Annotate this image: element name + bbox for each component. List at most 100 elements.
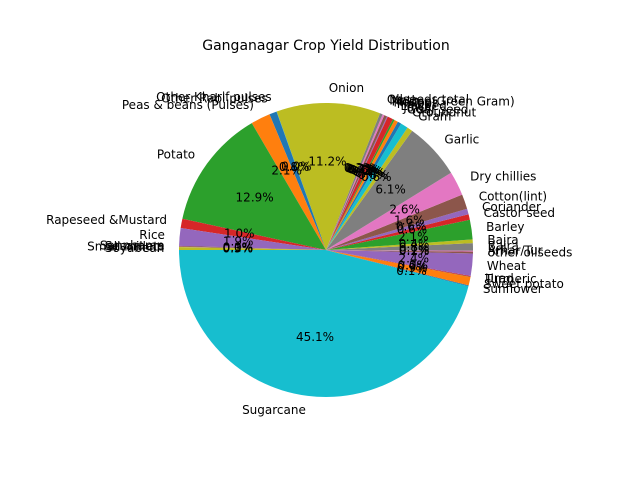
slice-other-rabi-pulses <box>269 111 326 250</box>
slice-label-guar-seed: Guar seed <box>407 102 469 116</box>
slice-label-jowar: Jowar <box>402 100 436 114</box>
slice-percent-masoor: 0.1% <box>348 162 379 176</box>
slice-turmeric <box>326 250 471 278</box>
slice-groundnut <box>326 123 408 250</box>
slice-sunflower <box>326 250 469 287</box>
slice-percent-cotton-lint: 1.6% <box>394 213 425 227</box>
slice-sugarcane <box>179 250 469 398</box>
slice-label-soyabean: Soyabean <box>105 241 164 255</box>
slice-dry-chillies <box>326 172 463 250</box>
slice-percent-moth: 0.2% <box>345 161 376 175</box>
slice-percent-other-rabi-pulses: 0.8% <box>279 160 310 174</box>
slice-label-groundnut: Groundnut <box>412 106 476 120</box>
slice-percent-jowar: 0.4% <box>353 165 384 179</box>
slice-onion <box>276 103 380 250</box>
slice-urad <box>326 250 471 277</box>
slice-soyabean <box>179 247 326 250</box>
chart-title: Ganganagar Crop Yield Distribution <box>202 38 449 54</box>
slice-percent-wheat: 2.4% <box>399 251 430 265</box>
slice-percent-bajra: 0.8% <box>399 241 430 255</box>
slice-percent-rice: 1.9% <box>223 235 254 249</box>
slice-label-other-rabi-pulses: Other Rabi pulses <box>161 92 268 106</box>
slice-label-potato: Potato <box>157 148 195 162</box>
slice-percent-garlic: 6.1% <box>375 182 406 196</box>
slice-label-gram: Gram <box>418 110 451 124</box>
slice-label-oilseeds-total: Oilseeds total <box>387 93 469 107</box>
slice-percent-sunflower: 0.1% <box>396 264 427 278</box>
slice-percent-onion: 11.2% <box>308 154 346 168</box>
slice-label-bajra: Bajra <box>487 233 518 247</box>
slice-percent-small-millets: 0.0% <box>223 241 254 255</box>
slice-label-cotton-lint: Cotton(lint) <box>479 189 547 203</box>
slice-percent-peas-beans-pulses: 2.1% <box>271 164 302 178</box>
slice-barley <box>326 219 473 250</box>
slice-label-garlic: Garlic <box>444 132 479 146</box>
slice-percent-moong-green-gram: 0.3% <box>347 162 378 176</box>
slice-label-sunflower: Sunflower <box>483 282 543 296</box>
slice-label-coriander: Coriander <box>482 200 541 214</box>
slice-coriander <box>326 208 469 250</box>
slice-label-wheat: Wheat <box>487 259 526 273</box>
slice-label-urad: Urad <box>485 272 514 286</box>
slice-sesamum <box>179 246 326 250</box>
slice-label-other-oilseeds: other oilseeds <box>488 245 573 259</box>
pie-slices <box>179 103 473 398</box>
slice-garlic <box>326 130 452 250</box>
slice-percent-turmeric: 0.0% <box>397 259 428 273</box>
slice-moth <box>326 114 385 250</box>
slice-guar-seed <box>326 121 402 251</box>
slice-label-sugarcane: Sugarcane <box>242 403 306 417</box>
slice-percent-coriander: 0.6% <box>396 219 427 233</box>
slice-percent-arhar-tur: 0.1% <box>399 243 430 257</box>
slice-percent-rapeseed-mustard: 1.0% <box>224 227 255 241</box>
slice-label-small-millets: Small millets <box>87 239 164 253</box>
slice-percent-guar-seed: 0.4% <box>355 166 386 180</box>
slice-bajra <box>326 239 473 250</box>
slice-rapeseed-mustard <box>180 218 326 250</box>
slice-percent-other-oilseeds: 0.2% <box>399 244 430 258</box>
slice-gram <box>326 127 413 250</box>
slice-label-barley: Barley <box>486 220 524 234</box>
slice-percent-sannhamp: 0.1% <box>223 240 254 254</box>
slice-percent-dry-chillies: 2.6% <box>389 203 420 217</box>
slice-sweet-potato <box>326 250 471 286</box>
slice-label-bajra: Bajra <box>488 239 519 253</box>
slice-percent-castor-seed: 0.6% <box>397 223 428 237</box>
slice-percent-linseed: 0.2% <box>351 164 382 178</box>
slice-moong-green-gram <box>326 115 387 250</box>
slice-label-maize: Maize <box>397 97 432 111</box>
slice-label-sweet-potato: Sweet potato <box>484 277 564 291</box>
slice-percent-gram: 0.6% <box>361 170 392 184</box>
slice-linseed <box>326 119 395 250</box>
slice-percent-maize: 0.6% <box>349 163 380 177</box>
slice-masoor <box>326 116 388 251</box>
slice-label-sannhamp: Sannhamp <box>100 238 164 252</box>
slice-oilseeds-total <box>326 113 383 250</box>
slice-label-peas-beans-pulses: Peas & beans (Pulses) <box>122 98 254 112</box>
slice-cotton-lint <box>326 194 468 250</box>
slice-label-onion: Onion <box>329 81 364 95</box>
slice-label-arhar-tur: Arhar/Tur <box>488 244 543 258</box>
slice-potato <box>182 123 326 250</box>
slice-percent-sugarcane: 45.1% <box>296 330 334 344</box>
slice-percent-oilseeds-total: 0.3% <box>344 161 375 175</box>
slice-jowar <box>326 119 398 250</box>
slice-percent-sesamum: 0.0% <box>223 241 254 255</box>
slice-label-dry-chillies: Dry chillies <box>470 169 536 183</box>
slice-percent-sweet-potato: 0.9% <box>397 261 428 275</box>
slice-label-masoor: Masoor <box>393 96 437 110</box>
slice-wheat <box>326 250 473 276</box>
slice-castor-seed <box>326 214 470 250</box>
slice-percent-potato: 12.9% <box>236 191 274 205</box>
slice-label-moth: Moth <box>389 94 419 108</box>
slice-percent-bajra: 0.4% <box>399 237 430 251</box>
slice-percent-labels: 45.1%0.1%0.9%0.0%0.1%2.4%0.2%0.1%0.8%0.4… <box>223 154 430 344</box>
slice-maize <box>326 116 393 250</box>
slice-label-castor-seed: Castor seed <box>484 206 555 220</box>
slice-arhar-tur <box>326 250 473 252</box>
slice-label-sesamum: Sesamum <box>105 239 165 253</box>
slice-label-linseed: Linseed <box>400 99 446 113</box>
